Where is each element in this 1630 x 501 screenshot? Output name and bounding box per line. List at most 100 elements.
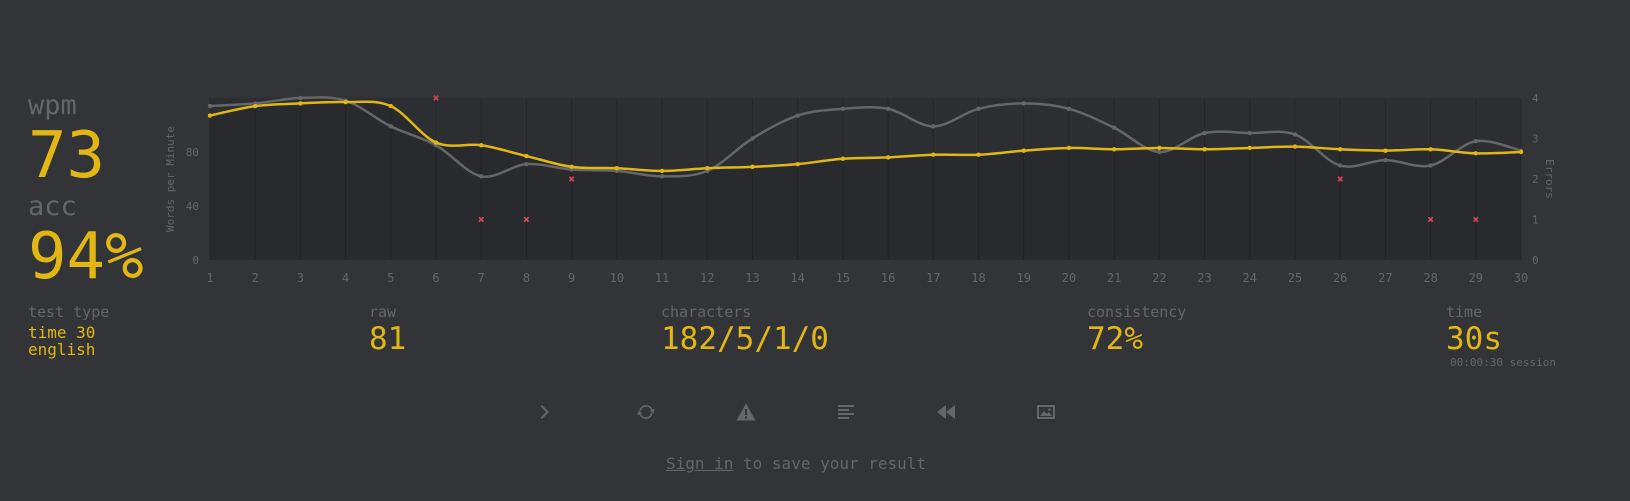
y2-tick-label: 4 xyxy=(1532,92,1539,105)
chevron-right-icon xyxy=(540,405,549,419)
x-tick-label: 9 xyxy=(568,271,575,285)
replay-button[interactable] xyxy=(826,398,866,426)
raw-point xyxy=(298,95,303,101)
test-type-stat: test type time 30 english xyxy=(28,305,109,358)
wpm-point xyxy=(1157,145,1162,151)
characters-label: characters xyxy=(661,303,752,321)
x-tick-label: 22 xyxy=(1152,271,1166,285)
x-tick-label: 28 xyxy=(1423,271,1437,285)
consistency-stat: consistency 72% xyxy=(1087,305,1186,355)
x-tick-label: 6 xyxy=(432,271,439,285)
raw-line xyxy=(209,96,1522,178)
rewind-button[interactable] xyxy=(926,398,966,426)
x-tick-label: 11 xyxy=(655,271,669,285)
x-tick-label: 7 xyxy=(478,271,485,285)
x-tick-label: 12 xyxy=(700,271,714,285)
x-tick-label: 24 xyxy=(1243,271,1257,285)
wpm-value: 73 xyxy=(28,119,106,193)
wpm-point xyxy=(298,101,303,106)
raw-point xyxy=(479,174,484,179)
wpm-point xyxy=(1066,145,1072,151)
raw-point xyxy=(931,124,936,129)
raw-label: raw xyxy=(369,303,397,321)
next-test-button[interactable] xyxy=(526,398,566,426)
error-point xyxy=(568,176,575,182)
words-history-button[interactable] xyxy=(726,398,766,426)
wpm-point xyxy=(569,164,574,170)
y2-tick-label: 1 xyxy=(1532,214,1539,227)
signin-prompt: Sign in to save your result xyxy=(0,454,1592,473)
x-tick-label: 27 xyxy=(1378,271,1392,285)
acc-value: 94% xyxy=(28,220,144,294)
error-point xyxy=(433,95,439,101)
time-stat: time 30s 00:00:30 session xyxy=(1446,303,1556,369)
x-tick-label: 2 xyxy=(252,271,259,285)
error-point xyxy=(523,216,530,223)
x-tick-label: 1 xyxy=(206,271,213,285)
raw-point xyxy=(659,174,665,179)
raw-point xyxy=(1157,149,1162,155)
wpm-chart: 1 2 3 4 5 6 7 8 9 10 11 12 13 14 15 16 17 18 19 20 21 22 23 24 2… xyxy=(164,92,1556,285)
wpm-point xyxy=(1247,145,1252,151)
restart-button[interactable] xyxy=(626,398,666,426)
wpm-point xyxy=(1518,149,1524,155)
consistency-value: 72% xyxy=(1087,321,1143,357)
x-tick-label: 20 xyxy=(1062,271,1076,285)
signin-link[interactable]: Sign in xyxy=(665,454,734,473)
test-type-mode: time 30 xyxy=(28,323,96,342)
x-tick-label: 16 xyxy=(881,271,895,285)
wpm-point xyxy=(524,153,529,159)
raw-point xyxy=(1247,130,1252,136)
plot-background xyxy=(210,98,1521,260)
x-tick-label: 15 xyxy=(836,271,850,285)
x-tick-label: 8 xyxy=(523,271,530,285)
wpm-point xyxy=(388,103,394,109)
raw-point xyxy=(750,136,755,141)
image-icon xyxy=(1037,405,1055,419)
warning-icon xyxy=(736,403,756,421)
x-tick-label: 19 xyxy=(1016,271,1030,285)
y-tick-label: 40 xyxy=(186,200,199,213)
raw-point xyxy=(1292,132,1298,137)
x-tick-label: 3 xyxy=(297,271,304,285)
wpm-point xyxy=(1473,151,1478,156)
time-session: 00:00:30 session xyxy=(1450,356,1556,369)
wpm-group: wpm 73 xyxy=(28,92,105,188)
y-tick-label: 0 xyxy=(192,254,199,267)
x-tick-label: 5 xyxy=(387,271,394,285)
raw-point xyxy=(1337,163,1343,168)
raw-point xyxy=(1021,101,1026,106)
wpm-point xyxy=(253,103,258,109)
raw-point xyxy=(976,106,981,112)
wpm-line xyxy=(209,100,1522,173)
raw-point xyxy=(207,103,213,109)
consistency-label: consistency xyxy=(1087,303,1187,321)
refresh-icon xyxy=(637,404,655,420)
x-tick-label: 13 xyxy=(745,271,759,285)
y-tick-label: 80 xyxy=(186,146,199,159)
x-tick-label: 4 xyxy=(342,271,349,285)
x-tick-label: 29 xyxy=(1469,271,1483,285)
wpm-point xyxy=(795,161,800,167)
backward-icon xyxy=(937,405,955,419)
screenshot-button[interactable] xyxy=(1026,398,1066,426)
time-label: time xyxy=(1446,303,1483,321)
raw-point xyxy=(840,106,846,112)
wpm-point xyxy=(1111,147,1117,152)
wpm-area xyxy=(210,101,1521,261)
x-tick-label: 10 xyxy=(610,271,624,285)
raw-point xyxy=(1202,130,1207,136)
x-tick-label: 14 xyxy=(790,271,804,285)
error-point xyxy=(478,216,485,223)
wpm-point xyxy=(1383,148,1388,153)
x-tick-label: 30 xyxy=(1514,271,1528,285)
wpm-point xyxy=(931,152,936,157)
y2-axis-title: Errors xyxy=(1543,159,1556,199)
wpm-point xyxy=(1292,144,1298,149)
characters-value: 182/5/1/0 xyxy=(661,321,829,357)
x-tick-label: 25 xyxy=(1288,271,1302,285)
error-point xyxy=(1427,216,1434,223)
wpm-point xyxy=(976,152,981,157)
signin-rest-text: to save your result xyxy=(733,454,927,473)
wpm-point xyxy=(1337,147,1343,152)
